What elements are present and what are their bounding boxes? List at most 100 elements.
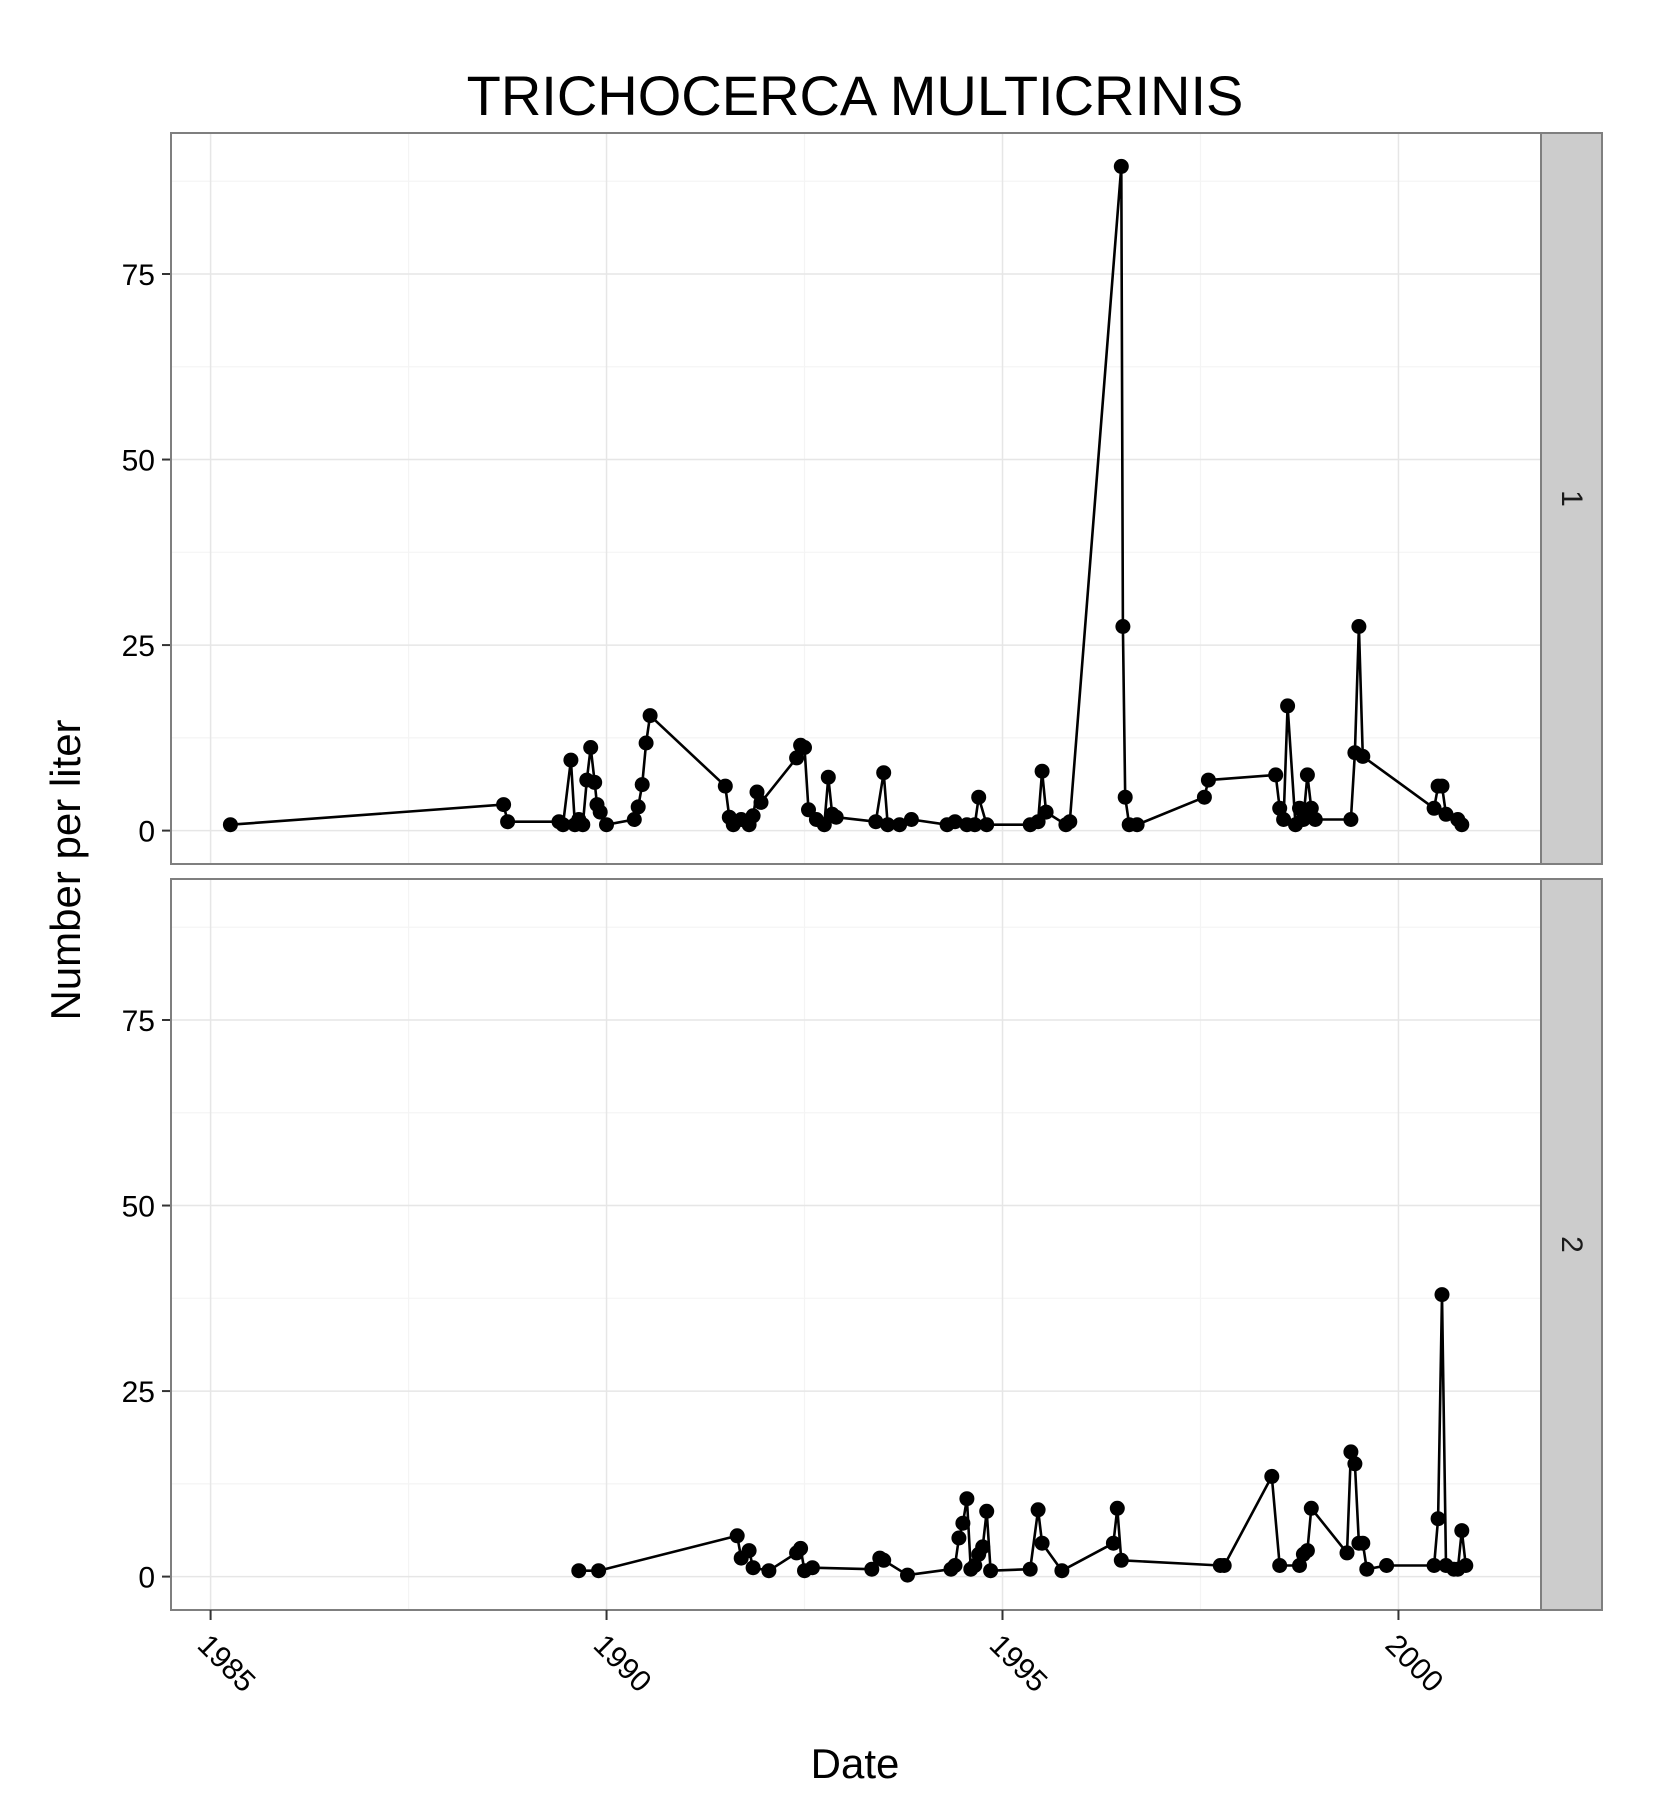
data-point <box>1113 158 1129 174</box>
data-point <box>1034 763 1050 779</box>
data-point <box>793 1540 809 1556</box>
data-point <box>1022 1561 1038 1577</box>
y-tick-label: 0 <box>138 816 155 849</box>
data-point <box>496 797 512 813</box>
data-point <box>626 812 642 827</box>
data-point <box>563 752 579 768</box>
data-point <box>1200 772 1216 788</box>
data-point <box>1062 814 1078 830</box>
data-point <box>804 1560 820 1576</box>
data-point <box>947 814 963 830</box>
data-point <box>1129 817 1145 833</box>
data-point <box>959 1491 975 1507</box>
data-point <box>892 817 908 833</box>
data-point <box>880 817 896 833</box>
data-point <box>1272 1558 1288 1573</box>
data-point <box>1454 817 1470 833</box>
data-point <box>1038 804 1054 820</box>
facet-strip <box>1540 132 1603 865</box>
data-point <box>1426 800 1442 816</box>
data-point <box>571 1563 587 1579</box>
data-point <box>745 1560 761 1576</box>
data-point <box>500 814 516 830</box>
x-axis: 1985 1990 1995 2000 <box>191 1610 1449 1699</box>
x-tick-label: 1990 <box>587 1628 658 1699</box>
data-point <box>1295 812 1311 827</box>
panel-2: 0 25 50 75 2 <box>122 878 1603 1611</box>
facet-strip-label: 1 <box>1555 490 1588 507</box>
panel-background <box>171 879 1541 1610</box>
data-point <box>1264 1468 1280 1484</box>
data-point <box>979 1503 995 1519</box>
data-point <box>630 799 646 815</box>
data-point <box>1379 1558 1395 1573</box>
x-tick-label: 1995 <box>983 1628 1054 1699</box>
data-point <box>979 817 995 833</box>
data-point <box>967 817 983 833</box>
y-tick-label: 25 <box>122 630 155 663</box>
data-point <box>1355 748 1371 764</box>
panel-1: 0 25 50 75 1 <box>122 132 1603 865</box>
data-point <box>1216 1558 1232 1573</box>
data-point <box>1105 1535 1121 1551</box>
data-point <box>971 789 987 805</box>
data-point <box>587 774 603 790</box>
data-point <box>1030 1502 1046 1518</box>
data-point <box>1054 1563 1070 1579</box>
data-point <box>1351 619 1367 634</box>
data-point <box>816 817 832 833</box>
data-point <box>1117 789 1133 805</box>
data-point <box>1268 767 1284 783</box>
data-point <box>900 1567 915 1583</box>
facet-panels: 0 25 50 75 1 0 25 50 75 2 <box>122 132 1603 1611</box>
data-point <box>599 817 614 833</box>
panel-background <box>171 133 1541 864</box>
data-point <box>1454 1523 1470 1539</box>
facet-strip <box>1540 878 1603 1611</box>
data-point <box>741 1543 757 1559</box>
x-axis-title: Date <box>811 1740 900 1787</box>
data-point <box>729 1528 745 1544</box>
data-point <box>717 778 733 794</box>
data-point <box>592 804 608 820</box>
data-point <box>1426 1558 1442 1573</box>
data-point <box>797 740 812 755</box>
y-tick-label: 50 <box>122 445 155 478</box>
facet-strip-label: 2 <box>1555 1236 1588 1253</box>
data-point <box>1438 806 1454 822</box>
data-point <box>642 708 658 724</box>
y-tick-label: 0 <box>138 1562 155 1595</box>
data-point <box>753 794 769 810</box>
chart-title: TRICHOCERCA MULTICRINIS <box>467 64 1244 127</box>
x-tick-label: 1985 <box>191 1628 262 1699</box>
data-point <box>222 817 238 833</box>
data-point <box>745 808 761 824</box>
data-point <box>1359 1561 1375 1577</box>
data-point <box>1109 1500 1125 1516</box>
data-point <box>1343 1444 1359 1460</box>
data-point <box>820 769 836 785</box>
data-point <box>955 1515 971 1531</box>
y-tick-label: 75 <box>122 1005 155 1038</box>
data-point <box>583 740 599 755</box>
y-tick-label: 75 <box>122 259 155 292</box>
data-point <box>1307 812 1323 827</box>
data-point <box>1355 1535 1371 1551</box>
data-point <box>868 814 884 830</box>
data-point <box>1196 789 1212 805</box>
data-point <box>555 817 571 833</box>
data-point <box>903 812 919 827</box>
y-axis-title: Number per liter <box>42 719 89 1020</box>
data-point <box>828 809 844 825</box>
data-point <box>1434 778 1450 794</box>
data-point <box>1347 1456 1363 1472</box>
data-point <box>638 735 654 751</box>
data-point <box>975 1539 991 1555</box>
data-point <box>1280 698 1296 714</box>
data-point <box>1430 1511 1446 1527</box>
data-point <box>876 765 892 781</box>
data-point <box>1113 1552 1129 1568</box>
data-point <box>983 1563 999 1579</box>
data-point <box>947 1558 963 1573</box>
